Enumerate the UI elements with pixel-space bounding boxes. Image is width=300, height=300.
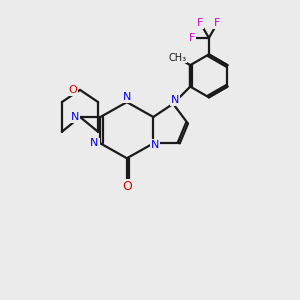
Text: F: F — [214, 18, 221, 28]
Text: N: N — [90, 138, 99, 148]
Text: N: N — [151, 140, 159, 150]
Text: N: N — [71, 112, 79, 122]
Text: O: O — [122, 181, 132, 194]
Text: O: O — [68, 85, 77, 95]
Text: F: F — [188, 33, 195, 43]
Text: N: N — [123, 92, 131, 102]
Text: N: N — [171, 95, 179, 106]
Text: CH₃: CH₃ — [168, 53, 187, 63]
Text: F: F — [197, 18, 203, 28]
